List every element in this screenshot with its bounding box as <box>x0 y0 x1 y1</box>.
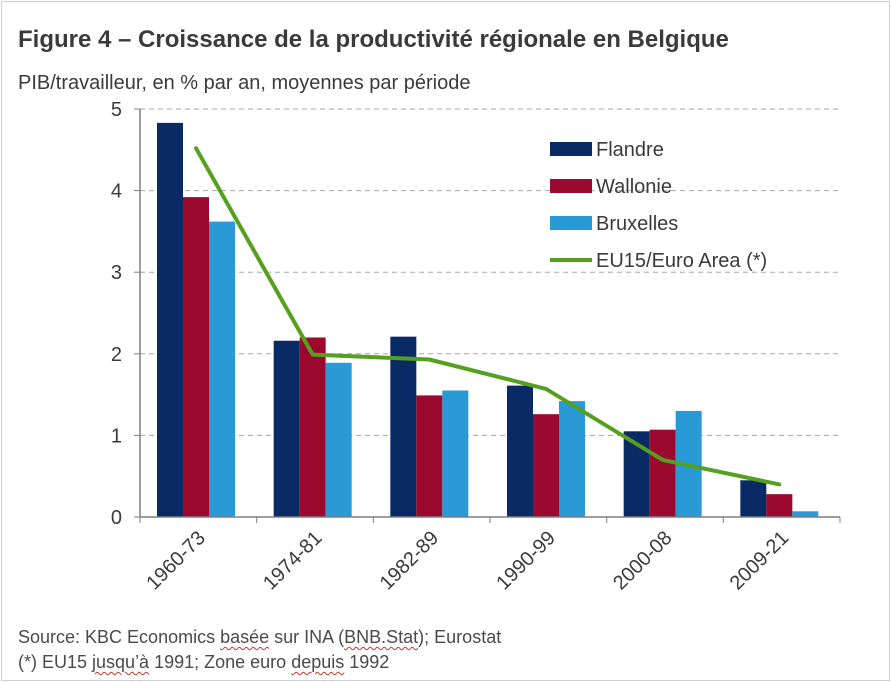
legend: Flandre Wallonie Bruxelles EU15/Euro Area (… <box>550 139 767 272</box>
legend-label: EU15/Euro Area (*) <box>596 250 767 272</box>
bar-bruxelles <box>325 362 352 517</box>
footnote-text-c: 1991; Zone euro <box>149 652 292 672</box>
bar-wallonie <box>416 395 443 517</box>
chart-title: Figure 4 – Croissance de la productivité… <box>18 26 729 53</box>
bar-bruxelles <box>209 221 235 517</box>
source-text-b: basée <box>220 627 270 647</box>
bar-flandre <box>273 340 300 517</box>
y-tick-label: 4 <box>111 181 122 203</box>
x-tick-label: 2000-08 <box>609 527 676 594</box>
bar-flandre <box>390 336 417 517</box>
gridlines <box>140 108 840 436</box>
bar-flandre <box>740 480 767 517</box>
source-note: Source: KBC Economics basée sur INA (BNB… <box>18 627 501 648</box>
legend-swatch-bruxelles <box>550 216 592 230</box>
x-tick-label: 1960-73 <box>142 527 209 594</box>
source-text-c: sur INA ( <box>269 627 345 647</box>
bar-bruxelles <box>442 390 469 517</box>
source-text-d: BNB.Stat <box>344 627 419 647</box>
chart-subtitle: PIB/travailleur, en % par an, moyennes p… <box>18 72 471 94</box>
bar-wallonie <box>533 414 559 517</box>
legend-swatch-wallonie <box>550 179 592 193</box>
y-tick-label: 5 <box>111 99 122 121</box>
bar-wallonie <box>766 494 793 517</box>
bar-wallonie <box>649 429 676 517</box>
x-tick-label: 2009-21 <box>726 527 793 594</box>
footnote-text-d: depuis <box>291 652 345 672</box>
bar-wallonie <box>183 197 209 518</box>
x-tick-label: 1974-81 <box>259 527 326 594</box>
bar-wallonie <box>299 337 326 517</box>
source-text-a: Source: KBC Economics <box>18 627 221 647</box>
x-tick-label: 1990-99 <box>492 527 559 594</box>
bar-bruxelles <box>792 511 819 517</box>
y-tick-label: 2 <box>111 344 122 366</box>
legend-label: Bruxelles <box>596 213 678 235</box>
bar-flandre <box>507 385 533 517</box>
footnote-text-b: jusqu’à <box>92 652 150 672</box>
y-tick-label: 0 <box>111 507 122 529</box>
eu-line <box>194 146 782 487</box>
footnote-text-e: 1992 <box>344 652 390 672</box>
legend-swatch-flandre <box>550 142 592 156</box>
axes <box>139 109 840 518</box>
bars <box>157 122 819 518</box>
legend-label: Flandre <box>596 139 664 161</box>
x-axis-ticks: 1960-73 1974-81 1982-89 1990-99 2000-08 2009-… <box>139 517 841 594</box>
bar-bruxelles <box>559 401 585 517</box>
y-axis-ticks: 0 1 2 3 4 5 <box>111 99 140 529</box>
y-tick-label: 1 <box>111 425 122 447</box>
source-text-e: ); Eurostat <box>418 627 502 647</box>
footnote-text-a: (*) EU15 <box>18 652 93 672</box>
footnote: (*) EU15 jusqu’à 1991; Zone euro depuis … <box>18 652 389 673</box>
bar-flandre <box>157 122 183 517</box>
legend-label: Wallonie <box>596 176 672 198</box>
x-tick-label: 1982-89 <box>376 527 443 594</box>
line-eu15-euro-area <box>194 146 782 487</box>
y-tick-label: 3 <box>111 262 122 284</box>
